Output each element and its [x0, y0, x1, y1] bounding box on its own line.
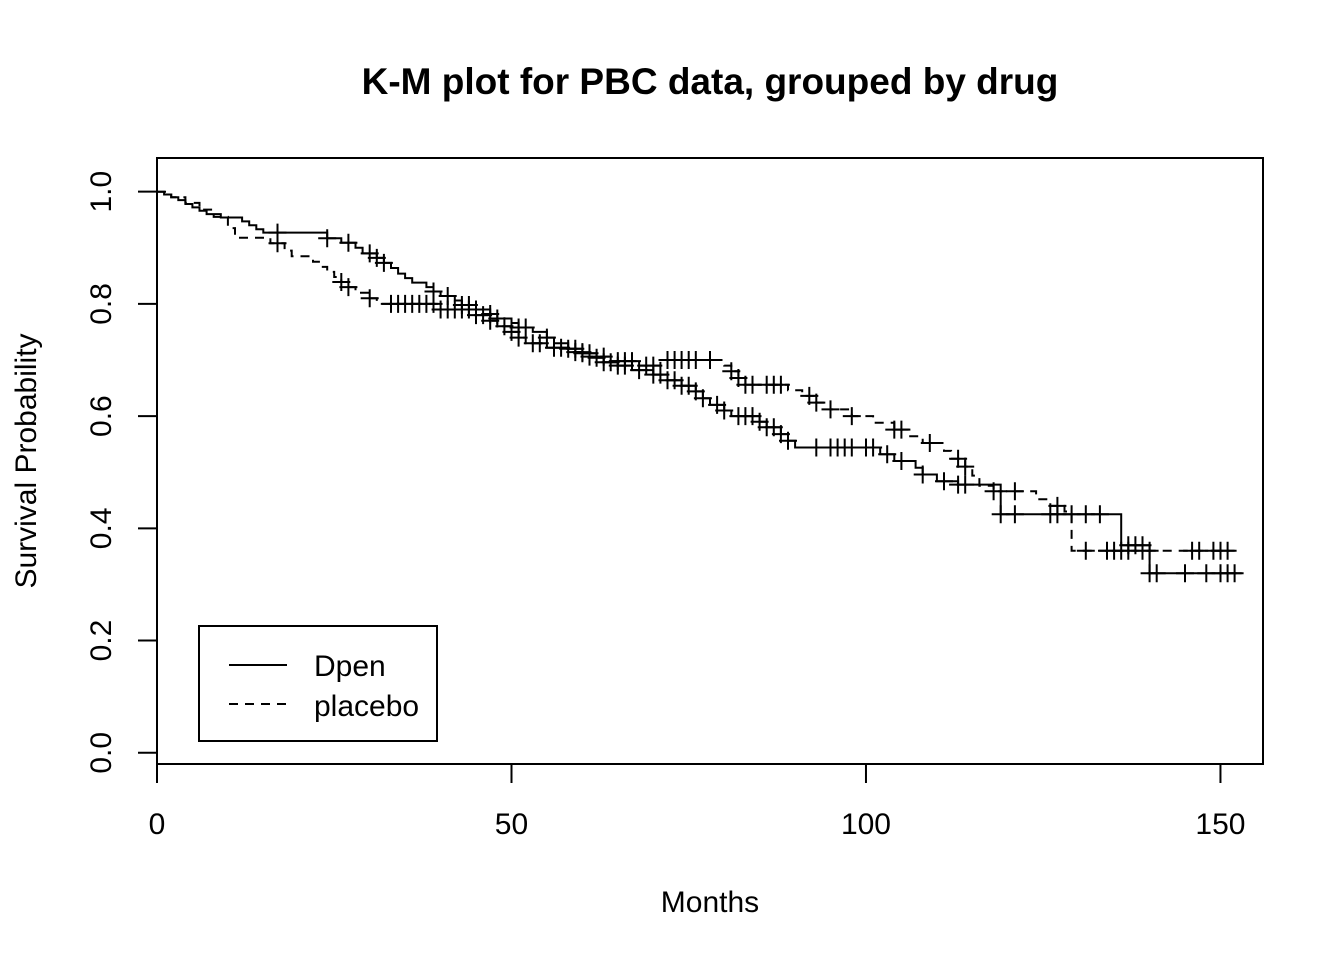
- censor-mark-dpen: [935, 472, 953, 491]
- censor-mark-placebo: [1076, 541, 1095, 560]
- y-tick-label: 0.8: [85, 283, 118, 325]
- censor-mark-dpen: [1090, 505, 1109, 524]
- legend-label-placebo: placebo: [314, 690, 419, 723]
- censor-mark-dpen: [360, 244, 379, 263]
- censor-mark-placebo: [842, 407, 861, 426]
- censor-mark-placebo: [552, 338, 571, 357]
- y-axis: 0.0 0.2 0.4 0.6 0.8 1.0: [85, 171, 158, 774]
- censor-mark-dpen: [339, 233, 358, 252]
- censor-mark-placebo: [360, 289, 379, 308]
- x-tick-label: 150: [1195, 808, 1245, 841]
- censor-mark-placebo: [268, 234, 287, 253]
- censor-mark-placebo: [892, 420, 911, 439]
- censor-mark-dpen: [374, 253, 393, 272]
- censor-mark-dpen: [956, 475, 975, 494]
- censor-mark-placebo: [821, 400, 840, 419]
- x-axis: 0 50 100 150: [149, 763, 1245, 841]
- censor-mark-placebo: [701, 351, 719, 369]
- chart-title: K-M plot for PBC data, grouped by drug: [362, 61, 1059, 102]
- series-dpen: [157, 190, 1244, 583]
- censor-mark-placebo: [949, 449, 968, 468]
- x-tick-label: 0: [149, 808, 166, 841]
- censor-mark-dpen: [587, 348, 606, 367]
- y-tick-label: 0.6: [85, 395, 118, 437]
- censor-mark-placebo: [481, 311, 500, 330]
- censor-mark-dpen: [779, 431, 797, 450]
- x-tick-label: 50: [495, 808, 528, 841]
- censor-mark-placebo: [1005, 482, 1024, 501]
- y-axis-label: Survival Probability: [10, 333, 43, 588]
- legend-label-dpen: Dpen: [314, 650, 386, 683]
- censor-mark-placebo: [1218, 541, 1237, 560]
- y-tick-label: 0.4: [85, 507, 118, 549]
- km-curve-dpen: [157, 190, 1242, 575]
- censor-mark-placebo: [1048, 496, 1067, 515]
- x-tick-label: 100: [841, 808, 891, 841]
- censor-mark-dpen: [630, 361, 649, 380]
- y-tick-label: 0.0: [85, 732, 118, 774]
- censor-mark-dpen: [913, 465, 932, 484]
- censor-mark-placebo: [920, 434, 939, 452]
- censor-mark-dpen: [693, 389, 712, 408]
- censor-mark-placebo: [984, 482, 1003, 501]
- censor-mark-placebo: [623, 352, 641, 371]
- y-tick-label: 1.0: [85, 171, 118, 213]
- censor-mark-dpen: [318, 229, 337, 248]
- censor-mark-placebo: [339, 278, 358, 297]
- y-tick-label: 0.2: [85, 620, 118, 662]
- censor-mark-placebo: [573, 343, 592, 362]
- censor-mark-dpen: [1147, 564, 1166, 583]
- censor-mark-placebo: [956, 457, 975, 476]
- censor-mark-dpen: [1176, 564, 1194, 583]
- censor-mark-dpen: [715, 401, 734, 420]
- legend: Dpen placebo: [198, 625, 438, 742]
- censor-mark-placebo: [594, 347, 613, 366]
- censor-mark-placebo: [644, 356, 663, 375]
- km-curve-placebo: [157, 190, 1235, 552]
- censor-mark-dpen: [516, 318, 535, 337]
- series-layer: [157, 190, 1244, 583]
- censor-mark-placebo: [771, 375, 790, 394]
- censor-mark-dpen: [864, 438, 883, 457]
- x-axis-label: Months: [661, 886, 759, 919]
- censor-mark-dpen: [1005, 505, 1024, 524]
- censor-mark-dpen: [1225, 564, 1244, 583]
- censor-mark-placebo: [807, 393, 826, 412]
- series-placebo: [157, 190, 1237, 560]
- legend-box: [198, 625, 438, 742]
- censor-mark-placebo: [530, 334, 549, 353]
- censor-mark-placebo: [1140, 541, 1159, 560]
- censor-mark-dpen: [878, 445, 897, 464]
- censor-mark-dpen: [488, 309, 507, 328]
- censor-mark-placebo: [509, 328, 528, 347]
- censor-mark-dpen: [892, 452, 911, 470]
